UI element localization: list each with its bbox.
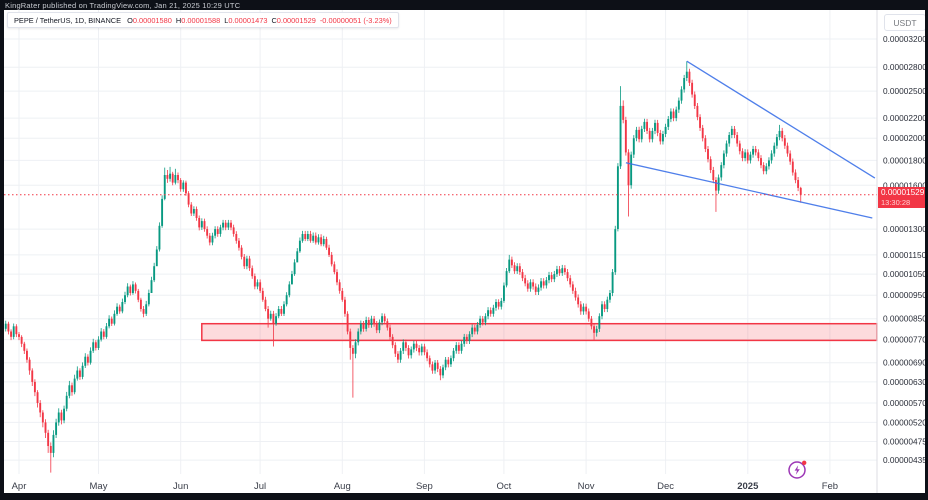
ohlc-low: L0.00001473 xyxy=(224,15,268,25)
left-frame xyxy=(0,0,4,500)
trendline[interactable] xyxy=(625,162,873,219)
bar-countdown: 13:30:28 xyxy=(881,198,911,207)
top-watermark-bar xyxy=(0,0,928,10)
price-tick-label[interactable]: 0.00000690 xyxy=(883,358,927,368)
ohlc-high: H0.00001588 xyxy=(175,15,221,25)
price-tick-label[interactable]: 0.00000950 xyxy=(883,290,927,300)
price-tick-label[interactable]: 0.00000520 xyxy=(883,417,927,427)
lightning-idea-icon[interactable] xyxy=(786,458,810,482)
support-zone-rectangle[interactable] xyxy=(201,322,878,342)
time-tick-label[interactable]: Jul xyxy=(254,481,266,492)
time-tick-label[interactable]: Jun xyxy=(173,481,188,492)
time-tick-label[interactable]: Aug xyxy=(334,481,351,492)
time-tick-label[interactable]: Apr xyxy=(12,481,27,492)
time-tick-label[interactable]: 2025 xyxy=(737,481,759,492)
time-tick-label[interactable]: Dec xyxy=(657,481,674,492)
symbol-title: PEPE / TetherUS, 1D, BINANCE xyxy=(14,15,122,25)
symbol-legend[interactable]: PEPE / TetherUS, 1D, BINANCE O0.00001580… xyxy=(7,12,399,28)
price-tick-label[interactable]: 0.00001800 xyxy=(883,155,927,165)
ohlc-open: O0.00001580 xyxy=(127,15,172,25)
price-tick-label[interactable]: 0.00000435 xyxy=(883,455,927,465)
price-tick-label[interactable]: 0.00000850 xyxy=(883,314,927,324)
change-value: -0.00000051 (-3.23%) xyxy=(319,15,392,25)
time-tick-label[interactable]: May xyxy=(90,481,108,492)
price-tick-label[interactable]: 0.00002200 xyxy=(883,113,927,123)
trendline[interactable] xyxy=(686,60,876,179)
bottom-frame xyxy=(0,493,928,500)
right-frame xyxy=(925,0,928,500)
last-price-label: 0.00001529 13:30:28 xyxy=(878,187,928,208)
price-tick-label[interactable]: 0.00003200 xyxy=(883,34,927,44)
price-tick-label[interactable]: 0.00000770 xyxy=(883,335,927,345)
time-tick-label[interactable]: Sep xyxy=(416,481,433,492)
price-tick-label[interactable]: 0.00001600 xyxy=(883,180,927,190)
watermark-text: KingRater published on TradingView.com, … xyxy=(5,1,241,10)
time-tick-label[interactable]: Feb xyxy=(822,481,838,492)
price-tick-label[interactable]: 0.00002800 xyxy=(883,62,927,72)
price-tick-label[interactable]: 0.00000630 xyxy=(883,377,927,387)
currency-badge[interactable]: USDT xyxy=(884,14,926,31)
last-price-value: 0.00001529 xyxy=(881,188,925,197)
price-tick-label[interactable]: 0.00001150 xyxy=(883,250,927,260)
price-tick-label[interactable]: 0.00002000 xyxy=(883,133,927,143)
price-tick-label[interactable]: 0.00000570 xyxy=(883,398,927,408)
price-tick-label[interactable]: 0.00001300 xyxy=(883,224,927,234)
time-tick-label[interactable]: Oct xyxy=(497,481,512,492)
price-tick-label[interactable]: 0.00001050 xyxy=(883,269,927,279)
price-tick-label[interactable]: 0.00000475 xyxy=(883,437,927,447)
time-tick-label[interactable]: Nov xyxy=(578,481,595,492)
ohlc-close: C0.00001529 xyxy=(271,15,316,25)
price-tick-label[interactable]: 0.00002500 xyxy=(883,86,927,96)
